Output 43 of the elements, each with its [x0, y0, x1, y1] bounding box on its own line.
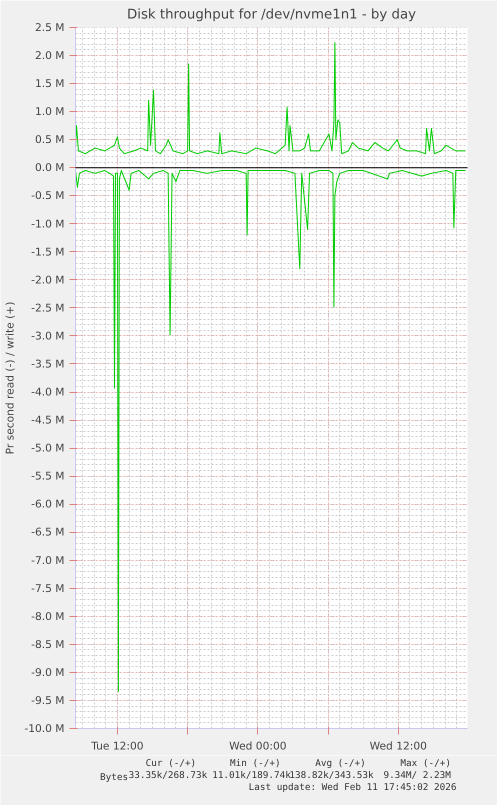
- line-series: [76, 42, 466, 154]
- text: Last update: Wed Feb 11 17:45:02 2026: [248, 782, 457, 793]
- text: 11.01k/189.74k: [212, 770, 292, 781]
- y-tick-label: -0.5 M: [31, 189, 64, 202]
- y-tick-label: -7.0 M: [31, 554, 64, 567]
- y-tick-label: -6.0 M: [31, 498, 64, 511]
- y-tick-label: 2.5 M: [34, 21, 65, 34]
- y-tick-label: 0.0 M: [34, 161, 65, 174]
- y-tick-label: -6.5 M: [31, 526, 64, 539]
- y-tick-label: -5.5 M: [31, 470, 64, 483]
- text: Cur (-/+): [146, 758, 196, 769]
- y-tick-label: -9.0 M: [31, 666, 64, 679]
- y-tick-label: 1.5 M: [34, 77, 65, 90]
- y-tick-label: -3.0 M: [31, 329, 64, 342]
- y-tick-label: -8.0 M: [31, 610, 64, 623]
- x-tick-label: Wed 12:00: [370, 740, 428, 752]
- y-tick-label: 0.5 M: [34, 133, 65, 146]
- text: 138.82k/343.53k: [289, 770, 374, 781]
- y-tick-label: -7.5 M: [31, 582, 64, 595]
- x-tick-label: Wed 00:00: [229, 740, 287, 752]
- text: Bytes: [100, 772, 128, 783]
- text: Max (-/+): [400, 758, 451, 769]
- line-series: [76, 170, 466, 692]
- y-tick-label: -2.0 M: [31, 273, 64, 286]
- y-tick-label: 2.0 M: [34, 49, 65, 62]
- y-axis-title: Pr second read (-) / write (+): [3, 302, 16, 454]
- y-tick-label: -9.5 M: [31, 694, 64, 707]
- chart-title: Disk throughput for /dev/nvme1n1 - by day: [127, 8, 416, 22]
- y-tick-label: -10.0 M: [24, 722, 65, 735]
- y-tick-label: 1.0 M: [34, 105, 65, 118]
- y-tick-label: -4.0 M: [31, 386, 64, 399]
- text: 9.34M/ 2.23M: [383, 770, 452, 781]
- y-tick-label: -2.5 M: [31, 301, 64, 314]
- text: 33.35k/268.73k: [128, 770, 208, 781]
- y-tick-label: -8.5 M: [31, 638, 64, 651]
- x-tick-label: Tue 12:00: [90, 740, 144, 752]
- y-tick-label: -1.5 M: [31, 245, 64, 258]
- y-tick-label: -3.5 M: [31, 357, 64, 370]
- y-tick-label: -4.5 M: [31, 414, 64, 427]
- y-tick-label: -5.0 M: [31, 442, 64, 455]
- text: Min (-/+): [230, 758, 281, 769]
- text: Avg (-/+): [315, 758, 366, 769]
- y-tick-label: -1.0 M: [31, 217, 64, 230]
